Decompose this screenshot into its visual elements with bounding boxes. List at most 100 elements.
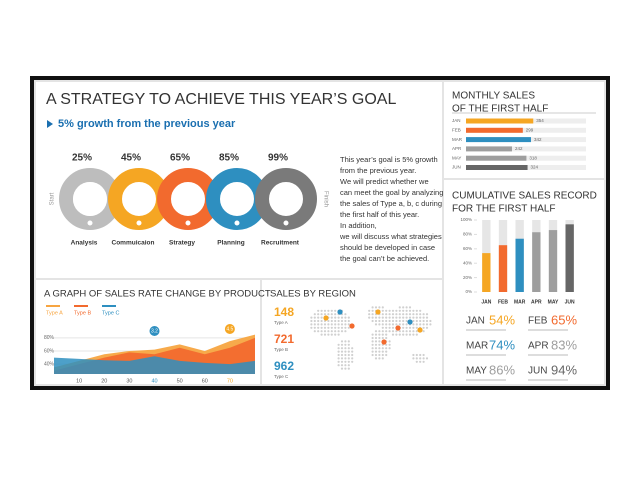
map-dot <box>334 323 337 326</box>
map-dot <box>330 323 333 326</box>
record-month: APR <box>528 341 549 352</box>
map-dot <box>330 316 333 319</box>
map-dot <box>330 319 333 323</box>
map-dot <box>368 316 371 319</box>
map-dot <box>337 364 340 367</box>
map-dot <box>317 309 320 312</box>
map-dot <box>337 330 340 333</box>
legend-swatch <box>74 305 88 307</box>
cumulative-title: CUMULATIVE SALES RECORD <box>452 191 597 202</box>
month-label: MAR <box>452 137 463 142</box>
map-dot <box>330 333 333 336</box>
map-dot <box>374 343 378 346</box>
bar-value: 299 <box>526 127 534 132</box>
map-dot <box>371 333 374 336</box>
map-dot <box>327 323 330 326</box>
y-tick-label: 80% <box>44 335 55 341</box>
map-dot <box>381 309 384 312</box>
bar <box>515 238 524 292</box>
map-dot <box>405 326 408 329</box>
map-dot <box>374 323 378 326</box>
map-dot <box>385 313 388 316</box>
x-tick-label: 70 <box>227 378 233 384</box>
map-dot <box>391 333 395 336</box>
map-dot <box>317 330 320 333</box>
map-dot <box>381 319 384 323</box>
map-dot <box>320 330 323 333</box>
map-dot <box>340 347 344 350</box>
area <box>54 356 255 374</box>
map-dot <box>385 309 388 312</box>
y-tick-label: 20% <box>463 275 472 280</box>
map-dot <box>398 306 401 309</box>
legend-label: Type A <box>46 310 63 316</box>
map-dot <box>419 309 422 312</box>
annotation-label: 3.2 <box>151 328 158 334</box>
paragraph-line: This year’s goal is 5% growth <box>340 155 438 164</box>
map-dot <box>371 347 374 350</box>
map-dot <box>347 316 350 319</box>
map-dot <box>381 353 384 357</box>
map-dot <box>340 357 344 360</box>
monthly-title: MONTHLY SALES <box>452 91 535 102</box>
map-dot <box>374 330 378 333</box>
map-dot <box>378 347 381 350</box>
map-dot <box>374 347 378 350</box>
annotation-bubble <box>149 326 160 336</box>
record-month: FEB <box>528 316 548 327</box>
map-dot <box>425 319 429 323</box>
map-dot <box>340 319 344 323</box>
map-dot <box>391 309 395 312</box>
map-dot <box>381 326 384 329</box>
bar <box>466 155 527 161</box>
record-month: MAY <box>466 366 487 377</box>
map-dot <box>385 350 388 353</box>
x-tick-label: JAN <box>481 299 491 305</box>
map-dot <box>313 323 316 326</box>
map-dot <box>344 326 347 329</box>
map-dot <box>391 330 395 333</box>
map-dot <box>340 350 344 353</box>
step-option: Option 03 <box>223 197 251 203</box>
map-dot <box>337 347 340 350</box>
map-dot <box>340 323 344 326</box>
map-dot <box>385 333 388 336</box>
map-dot <box>374 336 378 340</box>
map-pin <box>407 319 413 325</box>
record-month: JAN <box>466 316 485 327</box>
arrow-icon <box>47 120 53 128</box>
map-dot <box>415 357 418 360</box>
map-dot <box>419 357 422 360</box>
map-dot <box>371 343 374 346</box>
map-dot <box>344 330 347 333</box>
map-dot <box>408 333 412 336</box>
map-dot <box>412 330 415 333</box>
map-dot <box>419 313 422 316</box>
annotation-bubble <box>224 324 235 334</box>
map-dot <box>344 316 347 319</box>
record-value: 83% <box>551 337 577 352</box>
monthly-title: OF THE FIRST HALF <box>452 104 548 115</box>
map-dot <box>340 330 344 333</box>
graph-title: A GRAPH OF SALES RATE CHANGE BY PRODUCT <box>44 289 271 300</box>
step-label: Recruitment <box>261 240 300 247</box>
map-dot <box>398 313 401 316</box>
map-dot <box>425 357 429 360</box>
map-dot <box>337 353 340 357</box>
map-dot <box>412 319 415 323</box>
map-dot <box>313 330 316 333</box>
bar-track <box>466 127 586 133</box>
map-dot <box>371 350 374 353</box>
region-type: Type B <box>274 347 288 352</box>
step-percent: 45% <box>121 153 141 164</box>
map-dot <box>327 326 330 329</box>
map-dot <box>415 313 418 316</box>
map-dot <box>395 313 398 316</box>
map-dot <box>323 326 327 329</box>
map-dot <box>374 353 378 357</box>
step-percent: 85% <box>219 153 239 164</box>
map-dot <box>415 316 418 319</box>
map-dot <box>323 309 327 312</box>
map-pin <box>375 309 381 315</box>
x-tick-label: JUN <box>565 299 575 305</box>
